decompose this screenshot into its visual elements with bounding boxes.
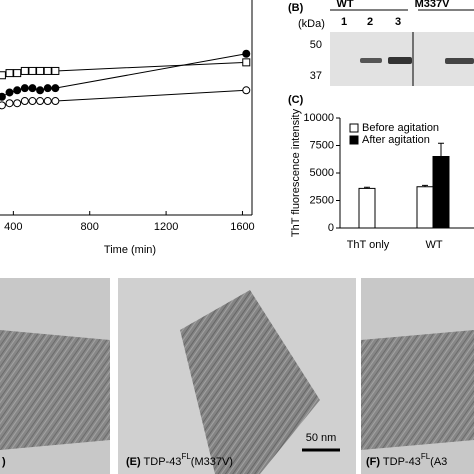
marker <box>242 86 251 95</box>
x-tick-label: 1600 <box>230 221 254 233</box>
lane-label: 2 <box>367 16 373 28</box>
y-tick-label: 5000 <box>310 167 334 179</box>
marker <box>5 69 14 78</box>
error-bar <box>438 142 444 157</box>
y-axis-label: ThT fluorescence intensity <box>290 108 302 237</box>
legend-label: After agitation <box>362 134 430 146</box>
legend-swatch <box>349 123 359 133</box>
panel-caption: (E) TDP-43FL(M337V) <box>126 452 233 468</box>
marker <box>0 71 6 80</box>
marker <box>51 84 60 93</box>
marker <box>51 97 60 106</box>
panel-label: (F) <box>366 456 380 468</box>
error-bar <box>422 184 428 187</box>
x-tick-label: 1200 <box>154 221 178 233</box>
marker <box>36 66 45 75</box>
protein: TDP-43 <box>144 456 182 468</box>
bar <box>358 187 376 229</box>
fibril <box>0 330 110 450</box>
marker <box>242 58 251 67</box>
unit-label: (kDa) <box>298 18 325 30</box>
y-tick-label: 2500 <box>310 194 334 206</box>
marker <box>43 97 52 106</box>
band <box>360 58 382 63</box>
x-tick-label: 400 <box>4 221 22 233</box>
group-label: WT <box>336 0 353 10</box>
scale-label: 50 nm <box>306 432 337 444</box>
group-label: M337V <box>415 0 451 10</box>
band <box>388 57 412 64</box>
marker <box>13 99 22 108</box>
marker <box>43 66 52 75</box>
protein: TDP-43 <box>383 456 421 468</box>
marker <box>0 92 6 101</box>
bar <box>416 186 434 229</box>
marker <box>51 66 60 75</box>
marker <box>20 97 29 106</box>
marker <box>20 66 29 75</box>
y-tick-label: 0 <box>328 222 334 234</box>
marker-label: 50 <box>310 39 322 51</box>
superscript: FL <box>181 452 191 461</box>
marker <box>43 84 52 93</box>
marker <box>5 88 14 97</box>
marker <box>20 84 29 93</box>
marker <box>28 97 37 106</box>
marker <box>0 101 6 110</box>
x-axis-label: Time (min) <box>104 244 156 256</box>
legend-swatch <box>349 135 359 145</box>
fibril <box>361 330 474 450</box>
panel-label: (C) <box>288 94 304 106</box>
marker <box>28 66 37 75</box>
variant: (M337V) <box>191 456 233 468</box>
panel-label: (B) <box>288 2 304 14</box>
marker-label: 37 <box>310 70 322 82</box>
error-bar <box>364 186 370 189</box>
band <box>445 58 474 64</box>
x-tick-label: 800 <box>81 221 99 233</box>
legend-label: Before agitation <box>362 122 439 134</box>
marker <box>13 86 22 95</box>
marker <box>36 86 45 95</box>
marker <box>5 99 14 108</box>
variant: (A3 <box>430 456 447 468</box>
lane-label: 3 <box>395 16 401 28</box>
marker <box>242 49 251 58</box>
x-tick-label: ThT only <box>347 239 390 251</box>
marker <box>28 84 37 93</box>
panel-label: ) <box>2 456 6 468</box>
panel-label: (E) <box>126 456 141 468</box>
marker <box>13 69 22 78</box>
lane-label: 1 <box>341 16 347 28</box>
y-tick-label: 10000 <box>303 112 334 124</box>
x-tick-label: WT <box>425 239 442 251</box>
panel-caption: (F) TDP-43FL(A3 <box>366 452 447 468</box>
marker <box>36 97 45 106</box>
fibril <box>180 290 320 474</box>
y-tick-label: 7500 <box>310 139 334 151</box>
superscript: FL <box>421 452 431 461</box>
bar <box>432 156 450 229</box>
